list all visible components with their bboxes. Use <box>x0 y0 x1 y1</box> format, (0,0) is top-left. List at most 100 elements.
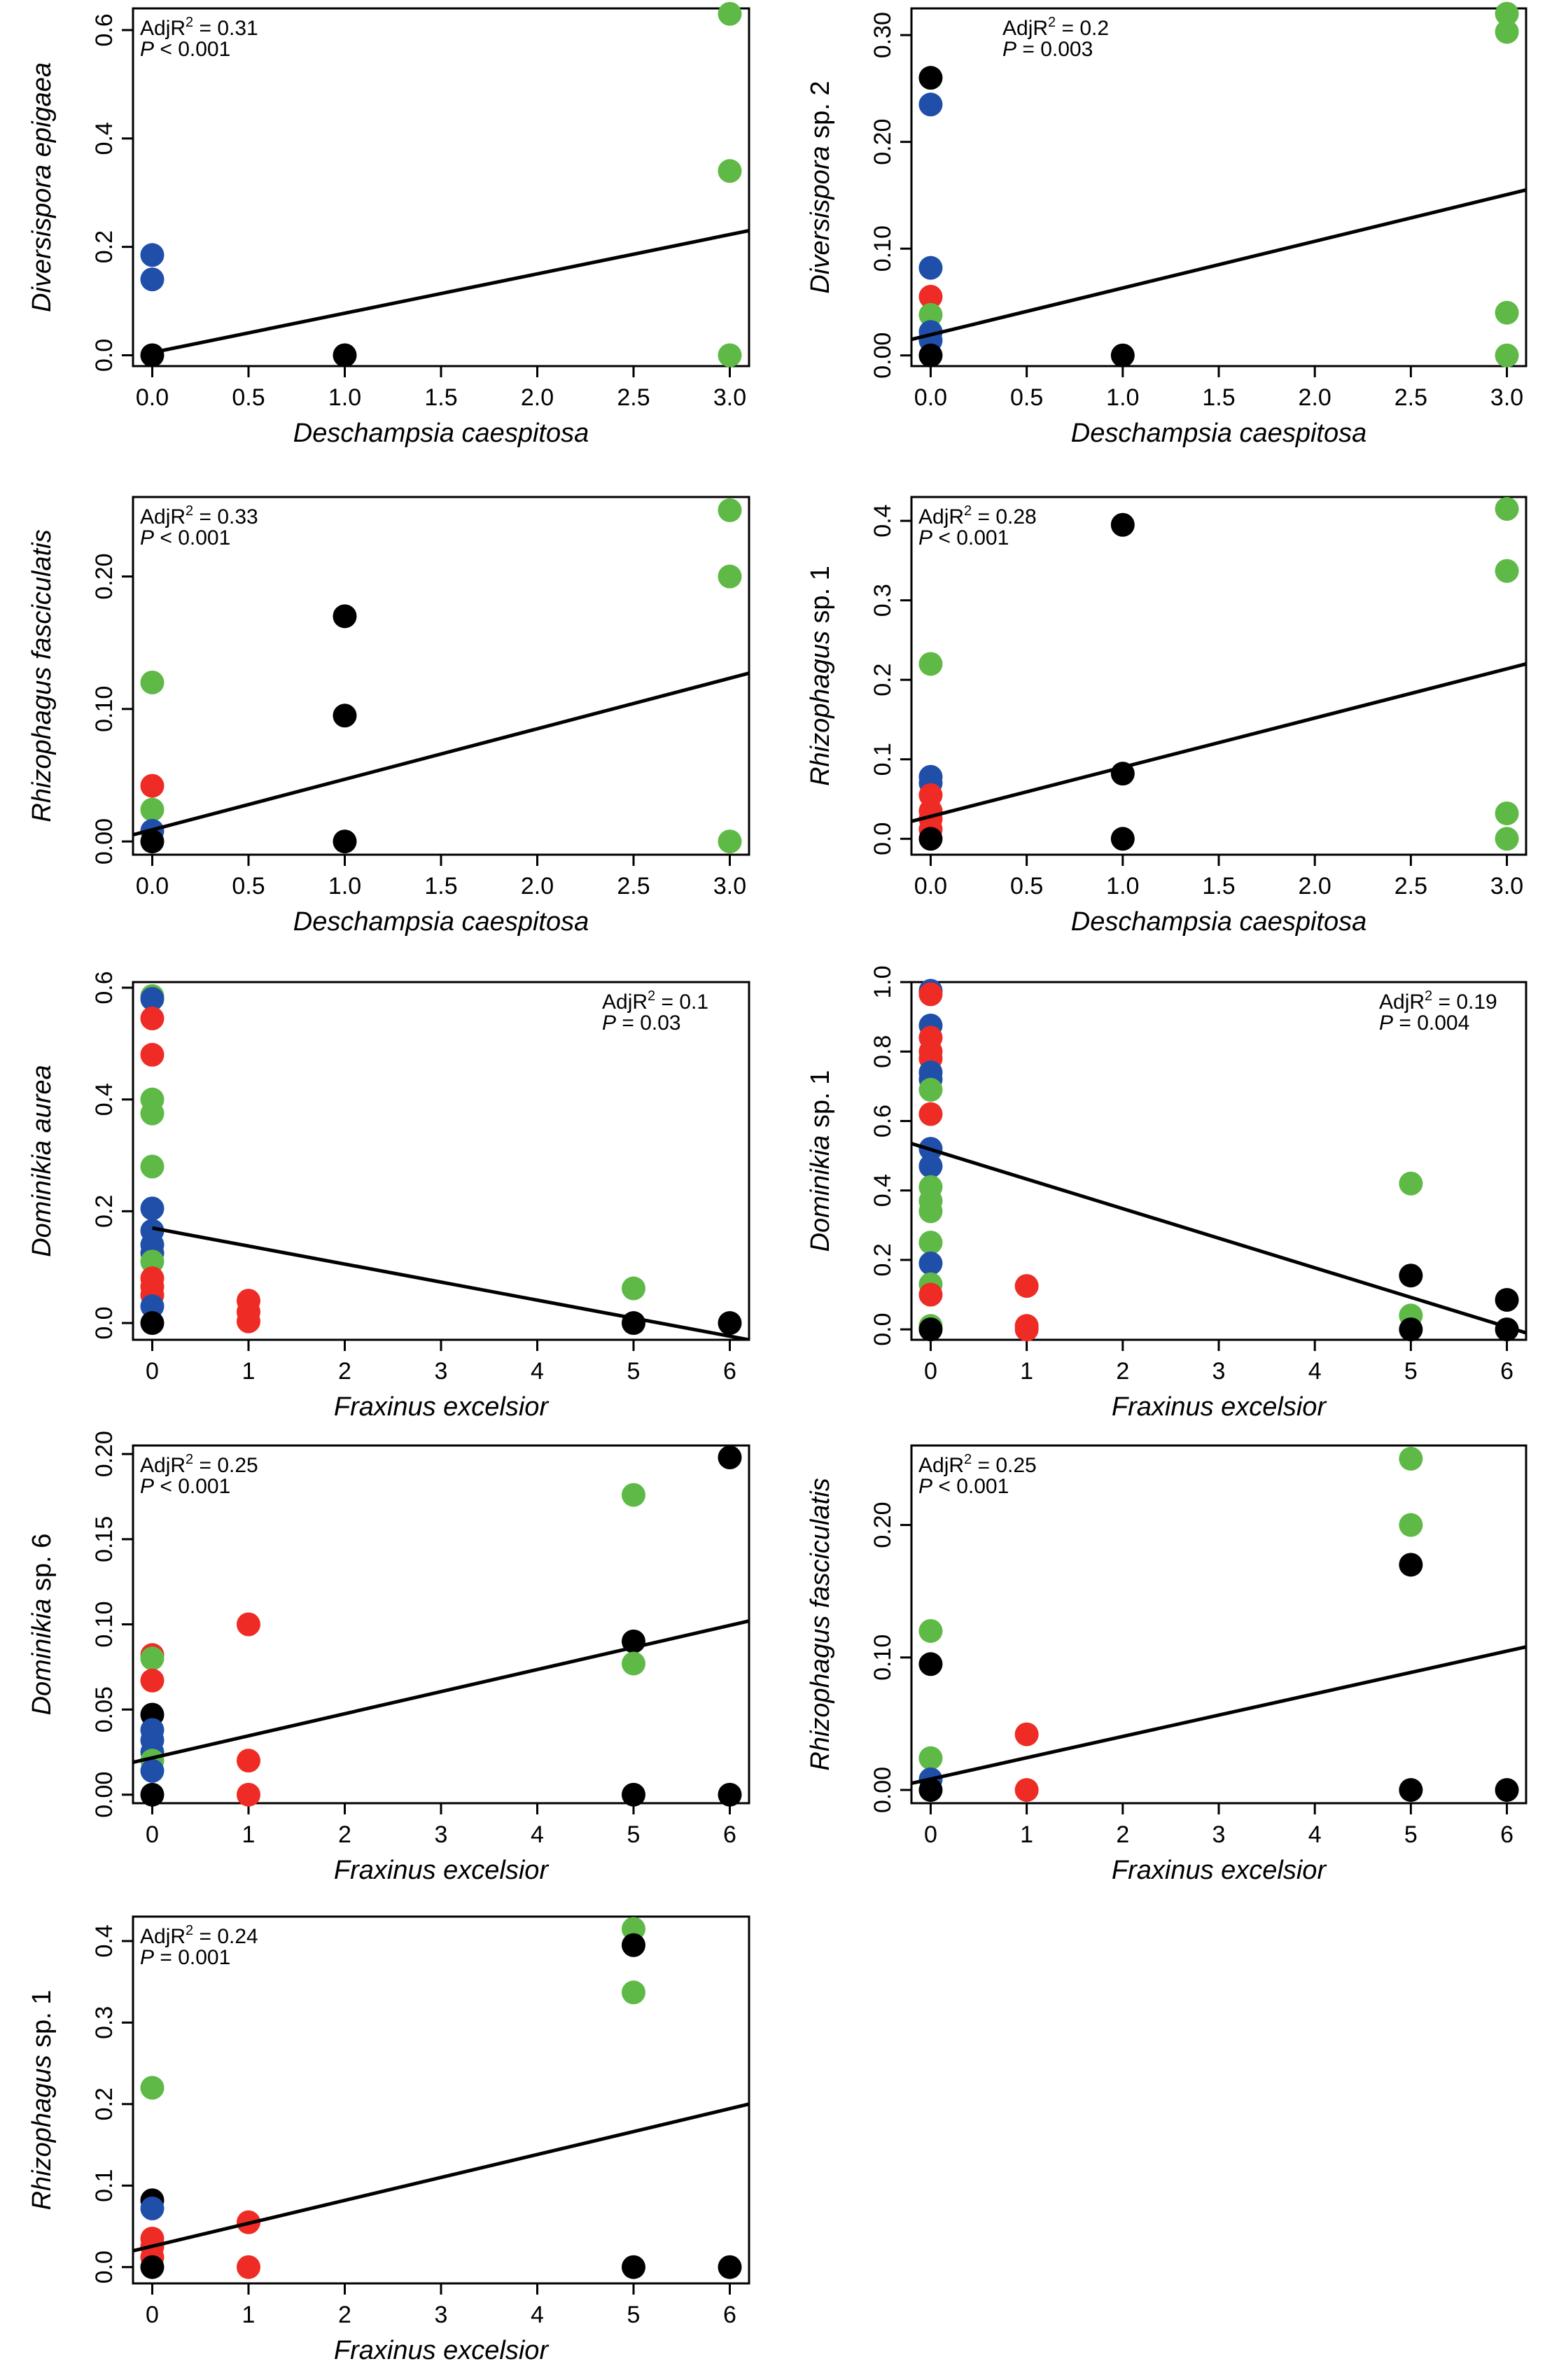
data-point-red <box>918 1282 943 1307</box>
x-tick-label: 0.0 <box>136 384 169 411</box>
data-point-green <box>918 652 943 676</box>
data-point-blue <box>140 1196 165 1221</box>
data-point-blue <box>918 255 943 280</box>
y-tick-label: 0.2 <box>91 230 118 263</box>
data-point-green <box>718 498 742 522</box>
x-tick-label: 1 <box>1020 1821 1033 1848</box>
data-point-green <box>1495 559 1519 583</box>
x-tick-label: 2 <box>338 1821 351 1848</box>
x-tick-label: 0.5 <box>232 384 265 411</box>
data-point-green <box>718 830 742 854</box>
y-tick-label: 0.0 <box>91 2250 118 2283</box>
x-tick-label: 5 <box>1404 1358 1418 1385</box>
y-tick-label: 0.30 <box>869 12 896 58</box>
y-tick-label: 0.6 <box>91 971 118 1004</box>
x-tick-label: 6 <box>723 2302 736 2328</box>
y-axis-title: Rhizophagus sp. 1 <box>806 566 835 786</box>
x-axis-title: Deschampsia caespitosa <box>1071 907 1366 937</box>
y-axis-title-taxon: Rhizophagus <box>27 2055 57 2211</box>
x-tick-label: 2.0 <box>1299 873 1331 899</box>
x-tick-label: 1 <box>242 1821 256 1848</box>
x-tick-label: 6 <box>1500 1821 1513 1848</box>
data-point-green <box>140 797 165 822</box>
regression-line <box>911 1645 1526 1786</box>
data-point-green <box>718 564 742 589</box>
scatter-panel: 0 1 2 3 4 5 6 0.00 0.05 0.10 0.15 0.20 Fraxinus exce… <box>27 1431 750 1885</box>
x-tick-label: 1.5 <box>424 384 457 411</box>
x-tick-label: 2.0 <box>1299 384 1331 411</box>
x-tick-label: 3.0 <box>713 384 746 411</box>
x-tick-label: 4 <box>531 2302 544 2328</box>
x-axis-title: Fraxinus excelsior <box>334 2336 550 2365</box>
data-point-green <box>918 302 943 327</box>
y-tick-label: 0.0 <box>91 1306 118 1339</box>
data-point-green <box>918 1199 943 1224</box>
p-value-annotation: P = 0.004 <box>1379 1011 1469 1035</box>
x-tick-label: 5 <box>627 1358 641 1385</box>
scatter-panel: 0.0 0.5 1.0 1.5 2.0 2.5 3.0 0.00 0.10 0.20 Descham… <box>27 496 750 937</box>
x-tick-label: 1 <box>1020 1358 1033 1385</box>
y-axis-title: Dominikia sp. 1 <box>806 1070 835 1252</box>
y-tick-label: 0.00 <box>869 1767 896 1813</box>
data-point-green <box>622 1276 645 1301</box>
p-value-annotation: P < 0.001 <box>918 1475 1009 1498</box>
y-tick-label: 0.10 <box>869 1634 896 1681</box>
y-tick-label: 0.4 <box>869 1174 896 1207</box>
data-point-green <box>918 1077 943 1102</box>
p-value-annotation: P = 0.003 <box>1002 38 1093 61</box>
adj-r2-annotation: AdjR2 = 0.25 <box>918 1452 1037 1477</box>
y-axis-title: Dominikia sp. 6 <box>27 1534 57 1716</box>
data-point-black <box>1110 343 1135 368</box>
data-point-black <box>140 830 165 854</box>
y-axis-title: Rhizophagus sp. 1 <box>27 1990 57 2211</box>
x-axis-title: Fraxinus excelsior <box>334 1856 550 1885</box>
x-tick-label: 6 <box>723 1358 736 1385</box>
y-tick-label: 0.1 <box>869 743 896 776</box>
y-axis-title-suffix: sp. 6 <box>27 1534 57 1599</box>
data-point-red <box>1014 1274 1039 1298</box>
data-point-black <box>622 1311 645 1336</box>
y-tick-label: 0.20 <box>91 553 118 599</box>
data-point-red <box>237 2255 260 2279</box>
data-point-black <box>918 343 943 368</box>
x-tick-label: 4 <box>531 1358 544 1385</box>
y-tick-label: 0.2 <box>869 1243 896 1276</box>
y-tick-label: 0.0 <box>869 822 896 855</box>
adj-r2-annotation: AdjR2 = 0.25 <box>140 1452 258 1477</box>
p-value-annotation: P < 0.001 <box>140 38 230 61</box>
data-point-red <box>918 284 943 309</box>
y-tick-label: 0.20 <box>91 1431 118 1477</box>
y-tick-label: 0.4 <box>91 1083 118 1116</box>
x-tick-label: 1.0 <box>1106 873 1139 899</box>
data-point-blue <box>140 243 165 267</box>
y-axis-title-suffix: sp. 1 <box>806 1070 835 1135</box>
data-point-blue <box>918 1251 943 1275</box>
x-tick-label: 3.0 <box>1490 384 1523 411</box>
y-tick-label: 0.20 <box>869 119 896 165</box>
data-point-green <box>622 1483 645 1507</box>
y-tick-label: 0.20 <box>869 1502 896 1548</box>
data-point-black <box>1399 1264 1423 1288</box>
data-point-red <box>140 1006 165 1030</box>
data-point-black <box>333 704 357 728</box>
data-point-blue <box>918 92 943 117</box>
x-tick-label: 2 <box>338 1358 351 1385</box>
y-tick-label: 0.00 <box>869 332 896 379</box>
x-tick-label: 1.0 <box>1106 384 1139 411</box>
regression-line <box>911 188 1526 342</box>
x-tick-label: 4 <box>1308 1358 1322 1385</box>
regression-line <box>911 1142 1526 1335</box>
data-point-green <box>1495 827 1519 851</box>
data-point-green <box>1495 1 1519 26</box>
y-tick-label: 0.3 <box>91 2006 118 2039</box>
data-point-green <box>918 1746 943 1770</box>
regression-line <box>911 662 1526 823</box>
data-point-green <box>140 2076 165 2100</box>
x-tick-label: 1.0 <box>328 873 361 899</box>
data-point-green <box>918 1231 943 1255</box>
data-point-black <box>1110 827 1135 851</box>
y-axis-title-taxon: Rhizophagus <box>806 631 835 786</box>
data-point-red <box>140 1668 165 1693</box>
y-axis-title: Diversispora epigaea <box>27 62 57 312</box>
y-axis-title-taxon: Dominikia <box>806 1135 835 1252</box>
